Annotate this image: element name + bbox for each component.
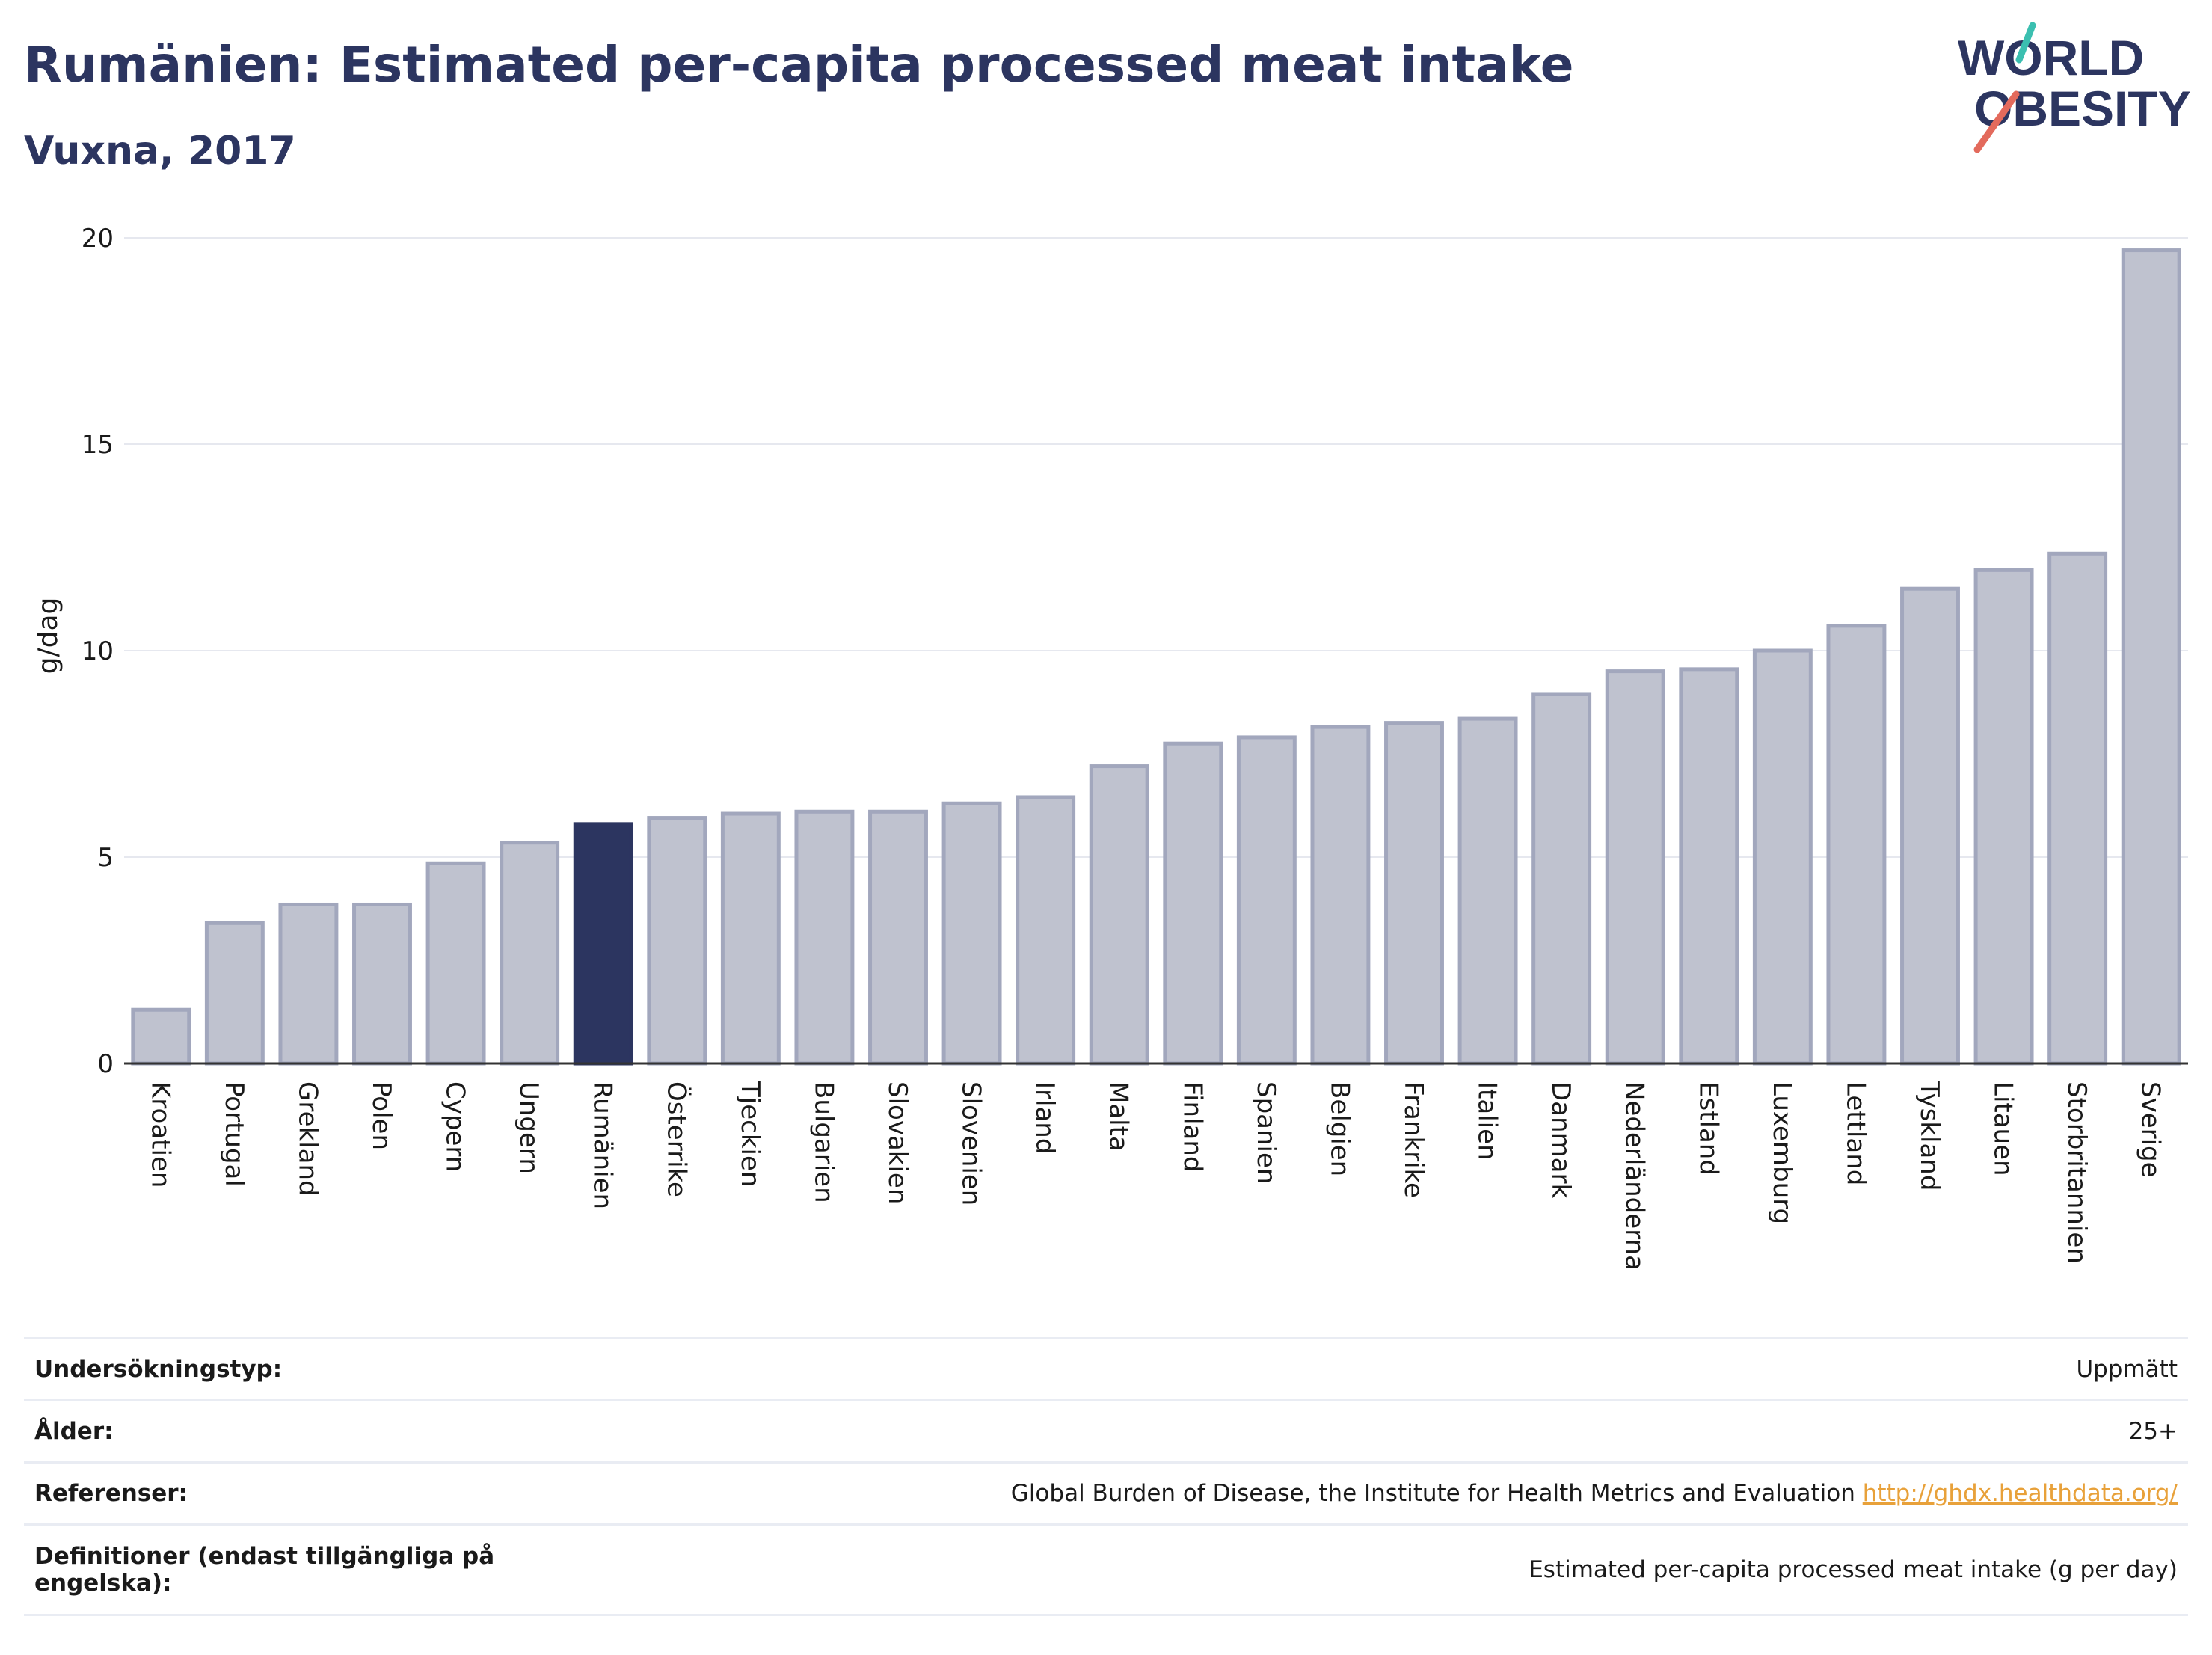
x-tick-label: Italien <box>1472 1081 1502 1161</box>
y-tick-label: 15 <box>82 430 114 460</box>
bar <box>204 921 265 1066</box>
bar <box>278 902 339 1066</box>
bar <box>647 816 707 1066</box>
bar <box>1310 725 1371 1066</box>
info-value: Estimated per-capita processed meat inta… <box>523 1523 2188 1616</box>
x-tick-label: Lettland <box>1840 1081 1870 1185</box>
bars <box>131 248 2181 1066</box>
chart-subtitle: Vuxna, 2017 <box>24 129 296 174</box>
reference-text: Global Burden of Disease, the Institute … <box>1010 1480 1855 1507</box>
y-tick-label: 0 <box>97 1049 114 1079</box>
x-tick-label: Irland <box>1030 1081 1060 1154</box>
x-tick-label: Spanien <box>1251 1081 1281 1184</box>
info-label: Definitioner (endast tillgängliga på eng… <box>24 1523 523 1616</box>
x-tick-labels: Kroatien Portugal Grekland Polen Cypern Unger… <box>145 1081 2165 1271</box>
bar <box>1826 624 1887 1066</box>
x-tick-label: Slovenien <box>956 1081 986 1206</box>
bar <box>1531 692 1592 1066</box>
info-row-definitions: Definitioner (endast tillgängliga på eng… <box>24 1523 2188 1616</box>
x-tick-label: Ungern <box>514 1081 544 1174</box>
bar <box>868 809 928 1066</box>
y-tick-label: 20 <box>82 224 114 254</box>
bar <box>1605 669 1665 1066</box>
x-tick-label: Österrike <box>661 1081 692 1197</box>
bar <box>2047 551 2108 1066</box>
x-tick-label: Slovakien <box>882 1081 912 1204</box>
x-tick-label: Nederländerna <box>1620 1081 1650 1271</box>
bar <box>720 811 781 1066</box>
bar-chart: 0 5 10 15 20 Kroatien Portugal Grekland Polen Cy… <box>33 224 2188 1271</box>
x-tick-label: Malta <box>1104 1081 1134 1152</box>
x-tick-label: Storbritannien <box>2062 1081 2092 1264</box>
info-value: Uppmätt <box>523 1337 2188 1401</box>
bar <box>1384 721 1444 1066</box>
logo-accent-coral <box>1973 90 2020 153</box>
y-tick-label: 10 <box>82 636 114 666</box>
bar <box>1973 568 2034 1066</box>
x-tick-label: Bulgarien <box>808 1081 838 1203</box>
info-row-survey-type: Undersökningstyp: Uppmätt <box>24 1337 2188 1401</box>
bar <box>2121 248 2181 1066</box>
x-tick-label: Finland <box>1177 1081 1207 1173</box>
logo-line1: WORLD <box>1958 30 2144 85</box>
x-tick-label: Belgien <box>1324 1081 1354 1176</box>
bar <box>1236 735 1297 1066</box>
x-tick-label: Luxemburg <box>1767 1081 1797 1224</box>
bar <box>794 809 855 1066</box>
bar <box>1900 586 1960 1066</box>
bar <box>131 1007 191 1066</box>
info-row-age: Ålder: 25+ <box>24 1399 2188 1464</box>
info-label: Referenser: <box>24 1461 523 1526</box>
info-label: Undersökningstyp: <box>24 1337 523 1401</box>
bar <box>352 902 412 1066</box>
bar <box>1679 667 1739 1066</box>
info-value: 25+ <box>523 1399 2188 1464</box>
x-tick-label: Estland <box>1693 1081 1723 1176</box>
logo-line2: OBESITY <box>1974 81 2191 136</box>
bar <box>1457 716 1518 1066</box>
x-tick-label: Portugal <box>219 1081 249 1187</box>
bar <box>1016 795 1076 1066</box>
x-tick-label: Tyskland <box>1914 1081 1944 1191</box>
bar <box>1752 648 1813 1066</box>
world-obesity-logo: WORLD OBESITY <box>1958 22 2191 153</box>
x-tick-label: Frankrike <box>1398 1081 1428 1198</box>
bar <box>1163 741 1223 1066</box>
y-tick-labels: 0 5 10 15 20 <box>82 224 114 1079</box>
x-tick-label: Sverige <box>2136 1081 2166 1178</box>
x-tick-label: Rumänien <box>588 1081 618 1209</box>
x-tick-label: Litauen <box>1988 1081 2018 1176</box>
bar <box>1089 764 1149 1066</box>
x-tick-label: Polen <box>366 1081 396 1150</box>
info-label: Ålder: <box>24 1399 523 1464</box>
x-tick-label: Cypern <box>440 1081 470 1172</box>
bar <box>425 861 486 1066</box>
x-tick-label: Danmark <box>1546 1081 1576 1198</box>
info-table: Undersökningstyp: Uppmätt Ålder: 25+ Ref… <box>24 1337 2188 1616</box>
y-axis-label: g/dag <box>33 598 64 675</box>
bar <box>573 822 633 1066</box>
bar <box>500 841 560 1066</box>
y-tick-label: 5 <box>97 843 114 873</box>
bar <box>941 801 1002 1066</box>
info-value: Global Burden of Disease, the Institute … <box>523 1461 2188 1526</box>
info-row-references: Referenser: Global Burden of Disease, th… <box>24 1461 2188 1526</box>
x-tick-label: Grekland <box>292 1081 322 1197</box>
x-tick-label: Kroatien <box>145 1081 175 1188</box>
logo-accent-teal <box>2015 22 2036 64</box>
chart-title: Rumänien: Estimated per-capita processed… <box>24 36 1574 93</box>
x-tick-label: Tjeckien <box>735 1081 765 1187</box>
reference-link[interactable]: http://ghdx.healthdata.org/ <box>1862 1480 2178 1507</box>
